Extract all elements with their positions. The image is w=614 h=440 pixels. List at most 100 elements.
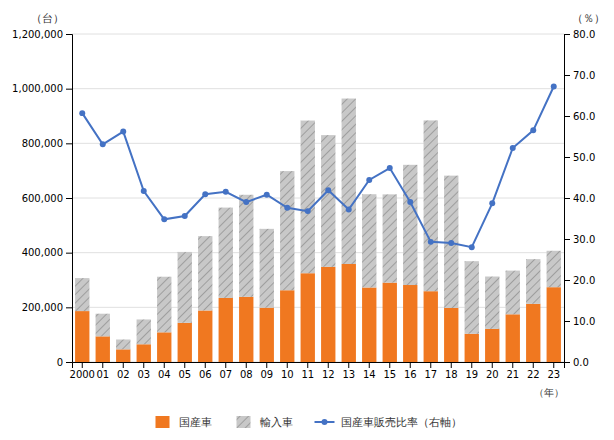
tick: 400,000 xyxy=(22,247,72,258)
tick: 18 xyxy=(445,362,458,380)
marker xyxy=(100,141,106,147)
tick-mark xyxy=(389,362,390,368)
marker xyxy=(284,205,290,211)
bar xyxy=(137,319,151,344)
marker xyxy=(305,208,311,214)
tick-mark xyxy=(246,362,247,368)
bar xyxy=(178,252,192,323)
tick-mark xyxy=(102,362,103,368)
tick: 10 xyxy=(281,362,294,380)
bar xyxy=(383,283,397,362)
bar xyxy=(403,165,417,285)
tick-mark xyxy=(184,362,185,368)
tick-label: 11 xyxy=(301,369,314,380)
marker xyxy=(530,127,536,133)
axis-line xyxy=(66,35,73,363)
y-axis-title: （台） xyxy=(31,12,64,25)
bar xyxy=(444,176,458,308)
tick: 14 xyxy=(363,362,376,380)
bar xyxy=(444,308,458,362)
tick-mark xyxy=(410,362,411,368)
tick-label: 04 xyxy=(158,369,171,380)
bar xyxy=(383,194,397,282)
marker xyxy=(510,145,516,151)
tick: 03 xyxy=(137,362,150,380)
tick-mark xyxy=(82,362,83,368)
tick-mark xyxy=(430,362,431,368)
tick: 17 xyxy=(424,362,437,380)
tick-label: 02 xyxy=(117,369,130,380)
tick: 05 xyxy=(178,362,191,380)
bar-series xyxy=(75,99,561,350)
bar xyxy=(465,261,479,334)
bar xyxy=(403,285,417,362)
tick: 20.0 xyxy=(564,275,595,286)
tick-mark xyxy=(66,253,72,254)
bar xyxy=(157,332,171,362)
tick: 70.0 xyxy=(564,70,595,81)
tick-label: 0 xyxy=(57,357,63,368)
x-axis: 2000010203040506070809101112131415161718… xyxy=(70,362,565,380)
tick-label: 200,000 xyxy=(22,302,63,313)
bar xyxy=(219,298,233,362)
bar xyxy=(280,171,294,290)
tick-mark xyxy=(564,75,570,76)
tick: 10.0 xyxy=(564,316,595,327)
tick-mark xyxy=(66,34,72,35)
marker xyxy=(202,191,208,197)
tick: 1,000,000 xyxy=(12,83,72,94)
tick-label: 16 xyxy=(404,369,417,380)
tick-mark xyxy=(225,362,226,368)
tick-label: 14 xyxy=(363,369,376,380)
tick-mark xyxy=(492,362,493,368)
bar xyxy=(321,135,335,267)
tick: 11 xyxy=(301,362,314,380)
marker xyxy=(141,188,147,194)
bar xyxy=(362,287,376,362)
bar xyxy=(96,314,110,337)
marker xyxy=(346,206,352,212)
tick: 23 xyxy=(547,362,560,380)
tick: 08 xyxy=(240,362,253,380)
tick-label: 15 xyxy=(383,369,396,380)
tick-label: 05 xyxy=(178,369,191,380)
tick-label: 12 xyxy=(322,369,335,380)
tick: 06 xyxy=(199,362,212,380)
tick: 50.0 xyxy=(564,152,595,163)
y2-axis: 0.010.020.030.040.050.060.070.080.0 xyxy=(564,29,595,368)
tick-mark xyxy=(266,362,267,368)
tick: 01 xyxy=(96,362,109,380)
legend: 国産車輸入車国産車販売比率（右軸） xyxy=(156,416,462,429)
tick: 0 xyxy=(57,357,72,368)
tick-label: 03 xyxy=(137,369,150,380)
tick-label: 09 xyxy=(260,369,273,380)
bar xyxy=(219,208,233,298)
marker xyxy=(387,165,393,171)
bar xyxy=(506,314,520,362)
tick: 12 xyxy=(322,362,335,380)
tick: 0.0 xyxy=(564,357,589,368)
marker xyxy=(120,129,126,135)
tick-label: 50.0 xyxy=(573,152,595,163)
tick-label: 1,000,000 xyxy=(12,83,63,94)
bar xyxy=(301,121,315,274)
grid-line xyxy=(72,34,564,35)
bar xyxy=(178,323,192,362)
tick-mark xyxy=(369,362,370,368)
tick-label: 400,000 xyxy=(22,247,63,258)
tick-label: 21 xyxy=(506,369,519,380)
plot: 2000010203040506070809101112131415161718… xyxy=(12,12,605,398)
bar xyxy=(239,297,253,362)
tick-label: 19 xyxy=(465,369,478,380)
tick-label: 1,200,000 xyxy=(12,29,63,40)
bar-series xyxy=(75,264,561,362)
tick-label: 18 xyxy=(445,369,458,380)
bar xyxy=(301,273,315,362)
tick-mark xyxy=(143,362,144,368)
marker xyxy=(448,240,454,246)
tick: 22 xyxy=(527,362,540,380)
legend-label: 輸入車 xyxy=(260,416,293,429)
chart: 2000010203040506070809101112131415161718… xyxy=(0,0,614,440)
axis-line xyxy=(565,35,571,363)
marker xyxy=(366,177,372,183)
